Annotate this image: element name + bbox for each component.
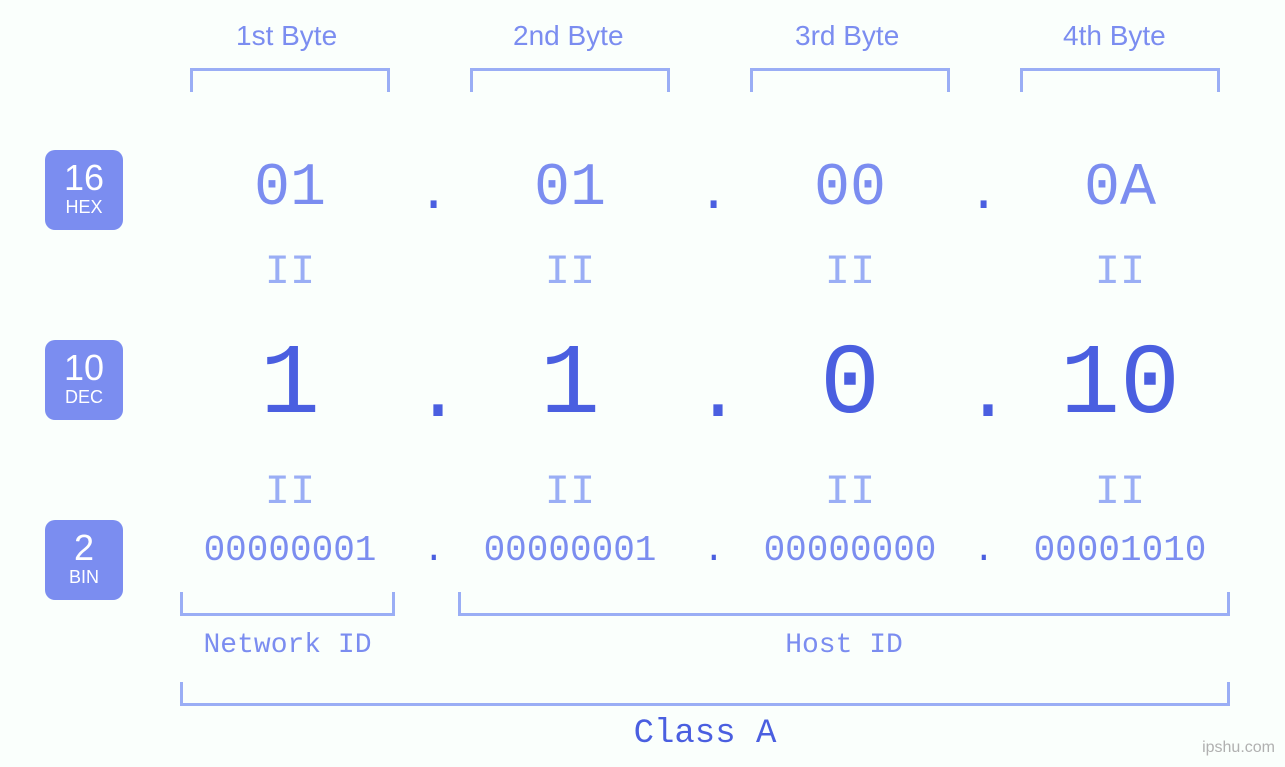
dec-badge-base: 10 bbox=[45, 350, 123, 386]
dec-badge-label: DEC bbox=[45, 388, 123, 408]
dec-dot-2: . bbox=[694, 350, 742, 441]
class-bracket bbox=[180, 682, 1230, 706]
byte-header-4: 4th Byte bbox=[1063, 20, 1166, 52]
bin-dot-1: . bbox=[423, 530, 445, 571]
dec-byte-3: 0 bbox=[740, 330, 960, 443]
eq-hex-dec-1: II bbox=[180, 248, 400, 296]
bin-badge-label: BIN bbox=[45, 568, 123, 588]
eq-hex-dec-4: II bbox=[1010, 248, 1230, 296]
bin-byte-3: 00000000 bbox=[740, 530, 960, 571]
network-id-label: Network ID bbox=[180, 630, 395, 661]
hex-badge-label: HEX bbox=[45, 198, 123, 218]
bin-badge-base: 2 bbox=[45, 530, 123, 566]
dec-byte-2: 1 bbox=[460, 330, 680, 443]
top-bracket-2 bbox=[470, 68, 670, 92]
bin-byte-1: 00000001 bbox=[180, 530, 400, 571]
byte-header-3: 3rd Byte bbox=[795, 20, 899, 52]
dec-dot-1: . bbox=[414, 350, 462, 441]
dec-byte-4: 10 bbox=[1010, 330, 1230, 443]
hex-dot-2: . bbox=[698, 165, 729, 224]
top-bracket-4 bbox=[1020, 68, 1220, 92]
ip-diagram: 1st Byte 2nd Byte 3rd Byte 4th Byte 16 H… bbox=[0, 0, 1285, 767]
hex-byte-3: 00 bbox=[740, 155, 960, 223]
host-id-bracket bbox=[458, 592, 1230, 616]
hex-dot-3: . bbox=[968, 165, 999, 224]
network-id-bracket bbox=[180, 592, 395, 616]
hex-dot-1: . bbox=[418, 165, 449, 224]
bin-byte-2: 00000001 bbox=[460, 530, 680, 571]
hex-badge: 16 HEX bbox=[45, 150, 123, 230]
class-label: Class A bbox=[180, 715, 1230, 753]
dec-badge: 10 DEC bbox=[45, 340, 123, 420]
dec-byte-1: 1 bbox=[180, 330, 400, 443]
top-bracket-1 bbox=[190, 68, 390, 92]
hex-badge-base: 16 bbox=[45, 160, 123, 196]
top-bracket-3 bbox=[750, 68, 950, 92]
eq-dec-bin-1: II bbox=[180, 468, 400, 516]
dec-dot-3: . bbox=[964, 350, 1012, 441]
bin-badge: 2 BIN bbox=[45, 520, 123, 600]
byte-header-2: 2nd Byte bbox=[513, 20, 624, 52]
bin-byte-4: 00001010 bbox=[1010, 530, 1230, 571]
byte-header-1: 1st Byte bbox=[236, 20, 337, 52]
bin-dot-2: . bbox=[703, 530, 725, 571]
eq-dec-bin-4: II bbox=[1010, 468, 1230, 516]
hex-byte-4: 0A bbox=[1010, 155, 1230, 223]
eq-hex-dec-2: II bbox=[460, 248, 680, 296]
watermark: ipshu.com bbox=[1202, 739, 1275, 757]
eq-dec-bin-2: II bbox=[460, 468, 680, 516]
hex-byte-2: 01 bbox=[460, 155, 680, 223]
eq-hex-dec-3: II bbox=[740, 248, 960, 296]
host-id-label: Host ID bbox=[458, 630, 1230, 661]
eq-dec-bin-3: II bbox=[740, 468, 960, 516]
hex-byte-1: 01 bbox=[180, 155, 400, 223]
bin-dot-3: . bbox=[973, 530, 995, 571]
